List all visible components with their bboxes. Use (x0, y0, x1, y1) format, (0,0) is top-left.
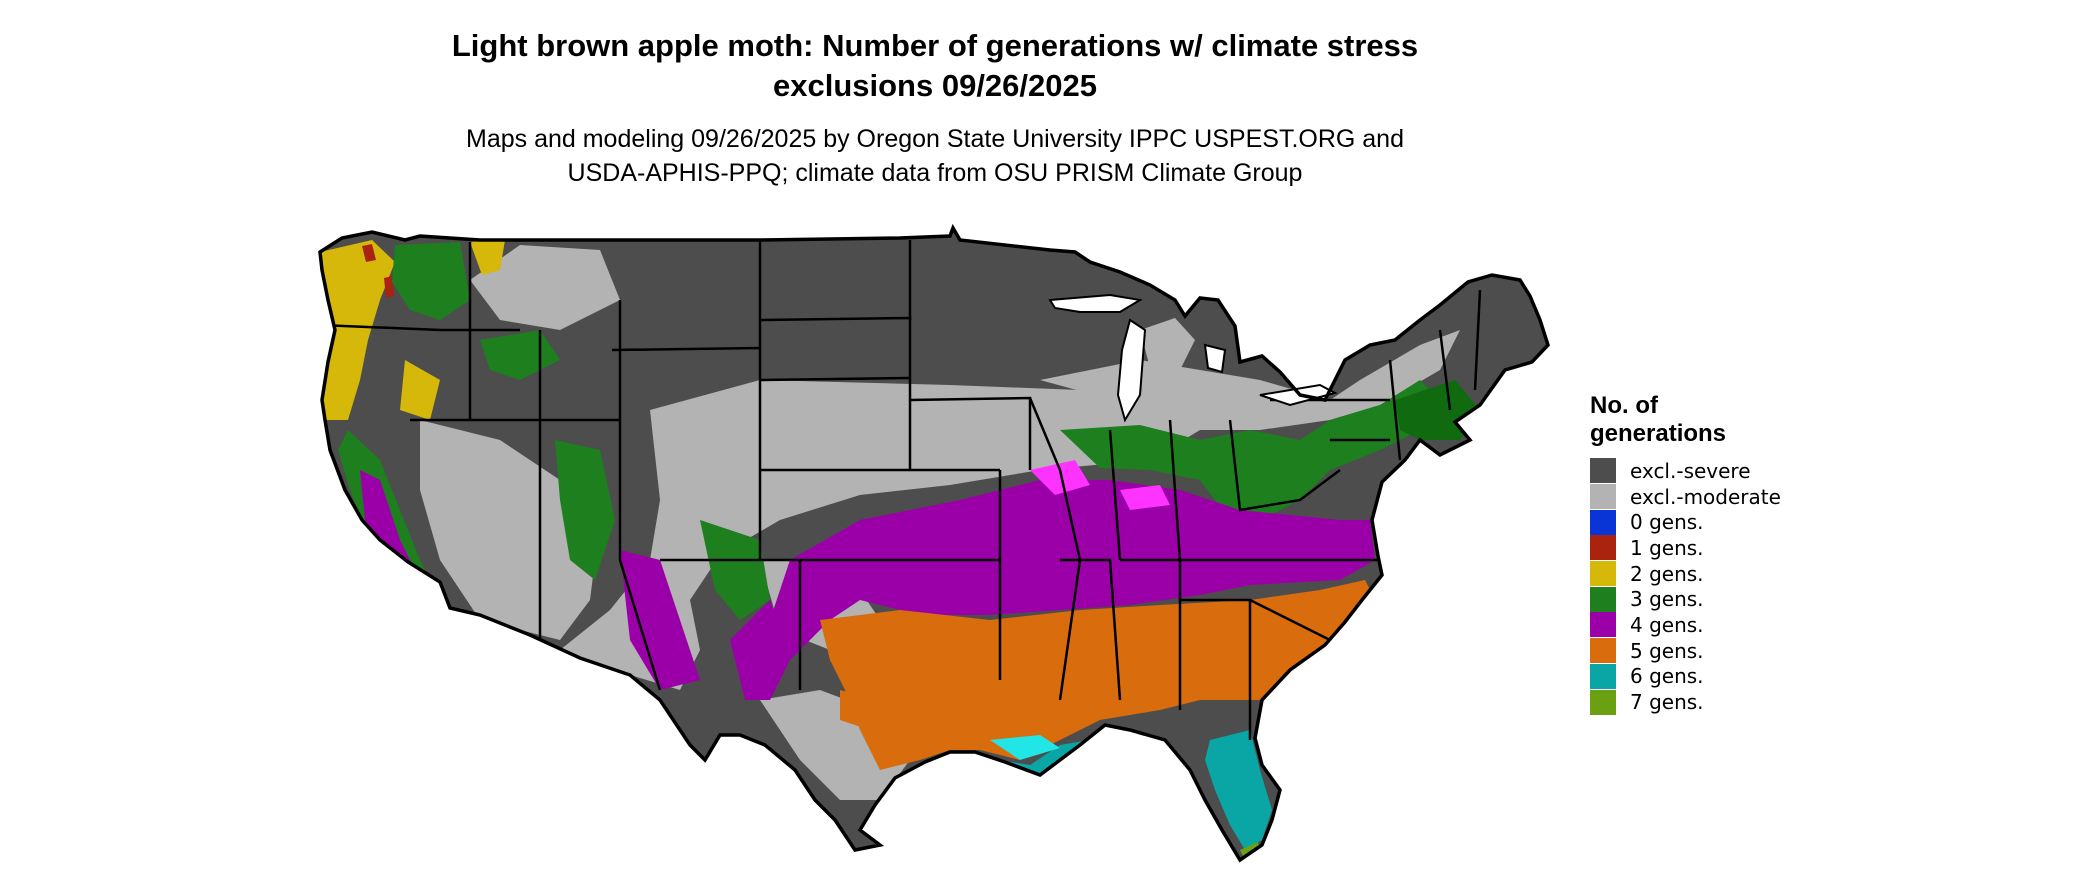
legend-label: 3 gens. (1630, 587, 1704, 612)
us-generations-map (318, 226, 1550, 862)
legend-items: excl.-severe excl.-moderate 0 gens. 1 gens.… (1590, 458, 1781, 715)
legend-item: 0 gens. (1590, 509, 1781, 535)
gens-5-central-texas (840, 690, 880, 730)
legend-label: 5 gens. (1630, 638, 1704, 663)
legend-label: 6 gens. (1630, 664, 1704, 689)
excl-moderate-plains (560, 380, 1200, 690)
gens-4-highlight-missouri (1030, 460, 1090, 495)
gens-6-highlight-louisiana (990, 735, 1060, 760)
map-title-line-2: exclusions 09/26/2025 (772, 68, 1097, 103)
gens-3-new-mexico (700, 520, 770, 620)
legend-item: excl.-severe (1590, 458, 1781, 484)
gens-1-cascades (362, 244, 376, 262)
gens-3-ohio-valley (1060, 380, 1440, 520)
legend-swatch (1590, 509, 1616, 535)
legend-item: 3 gens. (1590, 586, 1781, 612)
lake-superior (1048, 293, 1143, 313)
legend-label: 4 gens. (1630, 612, 1704, 637)
legend-label: 1 gens. (1630, 535, 1704, 560)
legend-swatch (1590, 612, 1616, 638)
legend-title: No. of generations (1590, 392, 1781, 448)
excl-moderate-michigan (1140, 318, 1195, 370)
state-boundaries (320, 240, 1482, 740)
legend-item: 7 gens. (1590, 689, 1781, 715)
gens-2-pacific-coast (320, 240, 395, 420)
gens-3-utah (555, 440, 615, 580)
legend-label: 7 gens. (1630, 690, 1704, 715)
legend-item: 6 gens. (1590, 663, 1781, 690)
lake-huron (1203, 343, 1227, 374)
map-subtitle-line-1: Maps and modeling 09/26/2025 by Oregon S… (466, 125, 1404, 153)
excl-moderate-idaho (470, 245, 620, 330)
legend-item: 2 gens. (1590, 561, 1781, 587)
lake-erie (1259, 383, 1338, 407)
gens-4-south-central (770, 480, 1375, 660)
legend-item: 1 gens. (1590, 535, 1781, 561)
legend-swatch (1590, 586, 1616, 612)
legend-swatch (1590, 663, 1616, 689)
legend-item: excl.-moderate (1590, 484, 1781, 510)
excl-moderate-great-basin (420, 420, 600, 640)
gens-1-olympics (384, 276, 394, 298)
map-subtitle: Maps and modeling 09/26/2025 by Oregon S… (0, 122, 1870, 190)
map-title-line-1: Light brown apple moth: Number of genera… (451, 28, 1419, 63)
legend-title-line-1: No. of (1590, 392, 1658, 419)
legend-label: 2 gens. (1630, 561, 1704, 586)
legend-swatch (1590, 484, 1616, 510)
legend-item: 4 gens. (1590, 612, 1781, 638)
legend-label: excl.-moderate (1630, 484, 1781, 509)
lake-michigan (1116, 318, 1147, 423)
gens-2-north-idaho (470, 240, 505, 275)
gens-4-arizona (620, 550, 700, 690)
map-legend: No. of generations excl.-severe excl.-mod… (1590, 392, 1781, 715)
legend-label: 0 gens. (1630, 510, 1704, 535)
map-title: Light brown apple moth: Number of genera… (0, 26, 1870, 106)
legend-swatch (1590, 535, 1616, 561)
legend-swatch (1590, 458, 1616, 484)
legend-swatch (1590, 638, 1616, 664)
legend-swatch (1590, 689, 1616, 715)
gens-3-washington (392, 242, 470, 320)
gens-6-florida (1205, 730, 1272, 850)
gens-2-oregon (400, 360, 440, 420)
map-subtitle-line-2: USDA-APHIS-PPQ; climate data from OSU PR… (567, 159, 1303, 187)
legend-item: 5 gens. (1590, 638, 1781, 664)
legend-swatch (1590, 561, 1616, 587)
legend-title-line-2: generations (1590, 420, 1727, 447)
excl-moderate-great-lakes (1040, 330, 1460, 430)
gens-5-southeast (820, 580, 1375, 770)
gens-4-highlight-kentucky (1120, 485, 1170, 510)
legend-label: excl.-severe (1630, 458, 1751, 483)
